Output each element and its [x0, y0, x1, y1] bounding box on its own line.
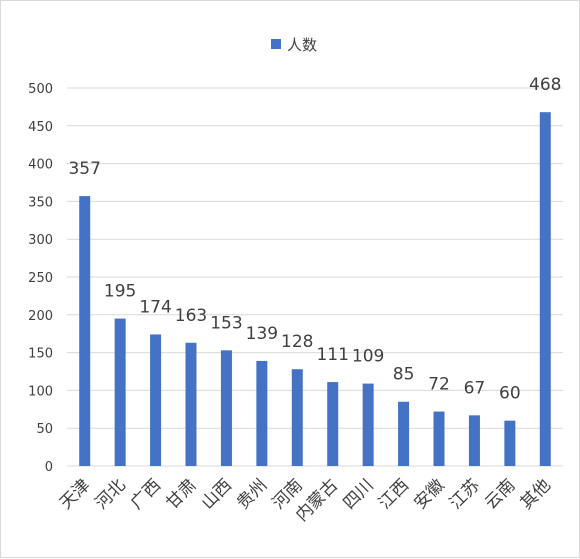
data-label: 195 — [104, 282, 136, 302]
bar — [291, 369, 303, 466]
bar — [150, 334, 162, 466]
bars — [79, 112, 551, 466]
bar — [362, 383, 374, 466]
bar — [504, 420, 516, 466]
legend-label-series-1: 人数 — [287, 36, 317, 54]
data-label: 153 — [210, 313, 242, 333]
y-tick-label: 200 — [28, 309, 53, 324]
x-category-label: 其他 — [517, 475, 555, 513]
bar — [256, 360, 268, 466]
data-label: 67 — [464, 378, 486, 398]
data-label: 109 — [352, 347, 384, 367]
y-tick-label: 0 — [45, 460, 53, 475]
data-label: 128 — [281, 332, 313, 352]
legend: 人数 — [271, 36, 317, 54]
y-tick-label: 350 — [28, 195, 53, 210]
legend-swatch — [271, 39, 281, 49]
bar — [327, 382, 339, 466]
data-label: 72 — [428, 375, 450, 395]
data-label: 60 — [499, 384, 521, 404]
y-tick-label: 50 — [36, 422, 53, 437]
x-category-label: 河北 — [91, 475, 129, 513]
bar — [79, 196, 91, 466]
x-category-label: 广西 — [127, 475, 165, 513]
x-category-label: 安徽 — [410, 475, 448, 513]
x-category-label: 四川 — [339, 475, 377, 513]
y-tick-label: 300 — [28, 233, 53, 248]
y-tick-label: 500 — [28, 82, 53, 97]
x-category-label: 江苏 — [446, 475, 484, 513]
bar — [433, 411, 445, 466]
bar — [220, 350, 232, 466]
data-label: 139 — [246, 324, 278, 344]
y-tick-label: 100 — [28, 384, 53, 399]
gridlines — [67, 87, 563, 429]
x-category-label: 贵州 — [233, 475, 271, 513]
x-category-label: 江西 — [375, 475, 413, 513]
data-label: 163 — [175, 306, 207, 326]
data-label: 85 — [393, 365, 415, 385]
data-label: 111 — [316, 345, 348, 365]
data-label: 357 — [68, 159, 100, 179]
y-tick-label: 150 — [28, 347, 53, 362]
y-tick-label: 400 — [28, 158, 53, 173]
bar — [398, 401, 410, 466]
bar — [468, 415, 480, 466]
bar — [539, 112, 551, 466]
y-axis-ticks: 0 50 100 150 200 250 300 350 400 450 500 — [28, 82, 53, 475]
x-category-label: 天津 — [56, 475, 94, 513]
bar — [185, 342, 197, 466]
x-category-label: 山西 — [198, 475, 236, 513]
data-label: 174 — [139, 297, 171, 317]
data-label: 468 — [529, 75, 561, 95]
y-tick-label: 450 — [28, 120, 53, 135]
bar — [114, 318, 126, 466]
x-category-label: 云南 — [481, 475, 519, 513]
y-tick-label: 250 — [28, 271, 53, 286]
x-category-label: 甘肃 — [162, 475, 200, 513]
